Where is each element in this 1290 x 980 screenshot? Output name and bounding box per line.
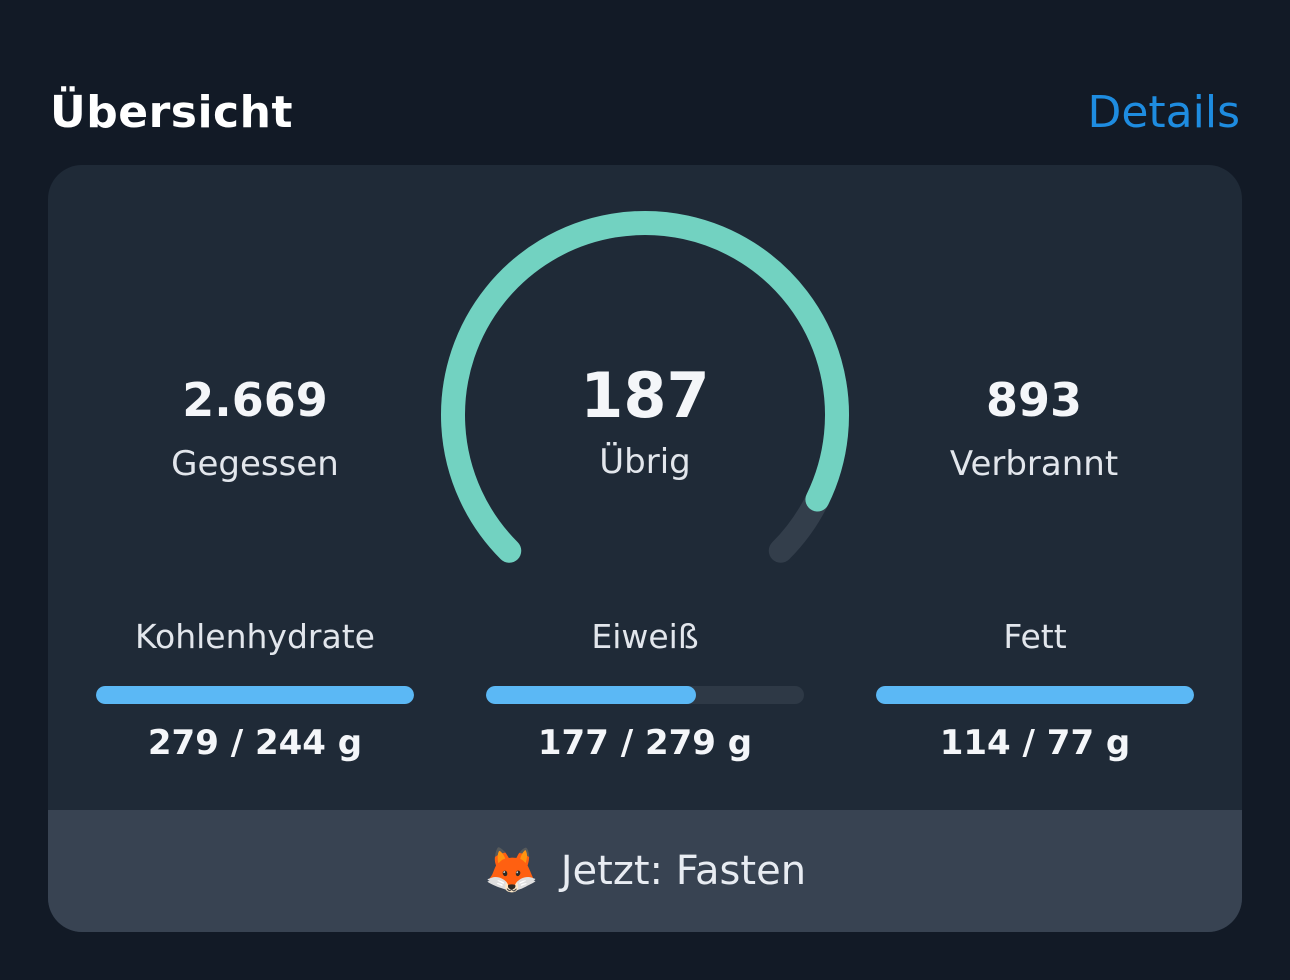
macro-protein: Eiweiß 177 / 279 g	[486, 620, 804, 760]
overview-card[interactable]: 2.669 Gegessen 187 Übrig 893 Verbrannt K…	[48, 165, 1242, 932]
macro-value: 177 / 279 g	[537, 723, 753, 763]
macro-progress-bar	[876, 686, 1194, 704]
section-title: Übersicht	[50, 86, 293, 138]
macro-value: 114 / 77 g	[939, 723, 1131, 763]
calorie-gauge	[441, 211, 849, 563]
remaining-label: Übrig	[599, 442, 691, 482]
burned-stat: 893 Verbrannt	[874, 377, 1194, 481]
macro-name: Fett	[1003, 617, 1067, 656]
fasting-status-bar[interactable]: 🦊 Jetzt: Fasten	[48, 810, 1242, 932]
macro-value: 279 / 244 g	[147, 723, 363, 763]
details-link[interactable]: Details	[1087, 86, 1240, 138]
remaining-value: 187	[580, 359, 710, 432]
macro-name: Kohlenhydrate	[135, 617, 375, 656]
macro-fat: Fett 114 / 77 g	[876, 620, 1194, 760]
macro-progress-fill	[876, 686, 1194, 704]
macro-progress-fill	[486, 686, 696, 704]
macro-name: Eiweiß	[591, 617, 699, 656]
fox-icon: 🦊	[483, 845, 539, 896]
macro-progress-fill	[96, 686, 414, 704]
remaining-stat: 187 Übrig	[485, 359, 805, 482]
gauge-progress	[441, 211, 849, 563]
eaten-stat: 2.669 Gegessen	[95, 377, 415, 481]
burned-value: 893	[985, 373, 1083, 427]
eaten-value: 2.669	[182, 373, 328, 427]
macro-progress-bar	[96, 686, 414, 704]
macro-progress-bar	[486, 686, 804, 704]
overview-header: Übersicht Details	[50, 80, 1240, 144]
fasting-status-text: Jetzt: Fasten	[560, 848, 807, 894]
eaten-label: Gegessen	[171, 444, 339, 484]
macro-carbs: Kohlenhydrate 279 / 244 g	[96, 620, 414, 760]
burned-label: Verbrannt	[949, 444, 1119, 484]
